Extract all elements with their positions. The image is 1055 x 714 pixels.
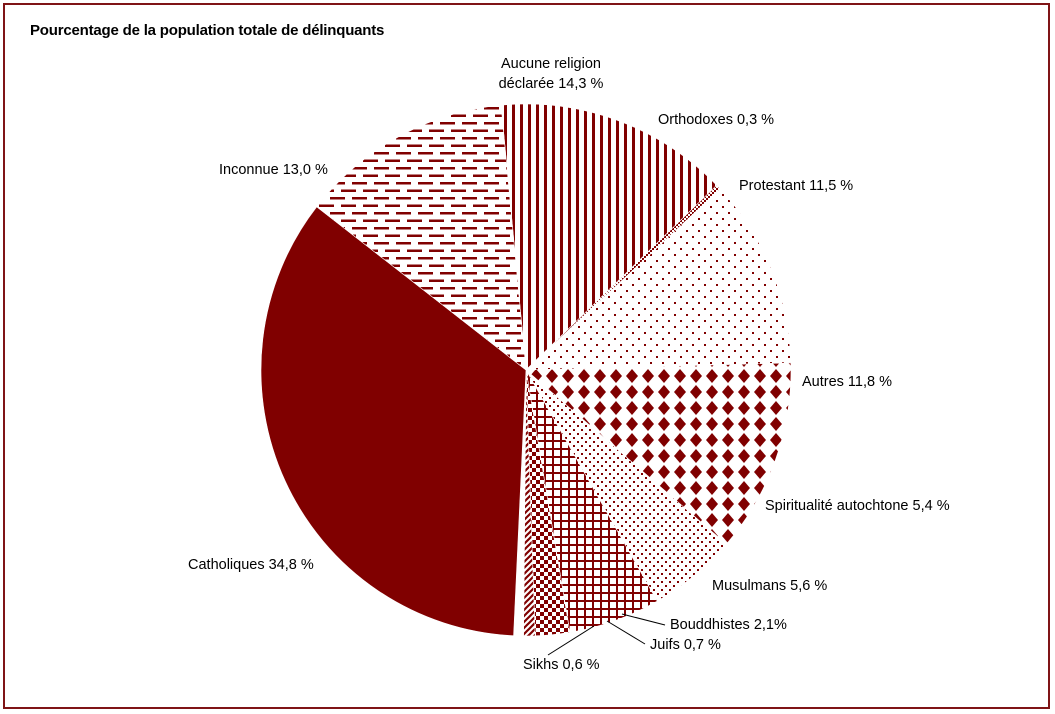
- pie-slice-inconnue: [316, 104, 527, 371]
- leader-line-bouddhistes: [621, 613, 666, 626]
- pie-slice-protestant: [525, 188, 792, 371]
- slice-label-spiritualit-autochtone: Spiritualité autochtone 5,4 %: [765, 498, 950, 514]
- slice-label-autres: Autres 11,8 %: [802, 374, 892, 390]
- slice-label-aucune-religion-d-clar-e: Aucune religion déclarée 14,3 %: [499, 56, 604, 92]
- slice-label-orthodoxes: Orthodoxes 0,3 %: [658, 112, 774, 128]
- pie-slice-aucune-religion-d-clar-e: [500, 103, 718, 371]
- slice-label-protestant: Protestant 11,5 %: [739, 178, 853, 194]
- leader-line-juifs: [606, 620, 646, 645]
- slice-label-bouddhistes: Bouddhistes 2,1%: [670, 617, 787, 633]
- leader-line-sikhs: [547, 625, 595, 656]
- slice-label-juifs: Juifs 0,7 %: [650, 637, 721, 653]
- slice-label-inconnue: Inconnue 13,0 %: [219, 162, 328, 178]
- slice-label-musulmans: Musulmans 5,6 %: [712, 578, 827, 594]
- pie-slice-autres: [525, 362, 792, 545]
- chart-title: Pourcentage de la population totale de d…: [30, 22, 385, 39]
- slice-label-catholiques: Catholiques 34,8 %: [188, 557, 314, 573]
- pie-slice-catholiques: [260, 206, 527, 637]
- slice-label-sikhs: Sikhs 0,6 %: [523, 657, 600, 673]
